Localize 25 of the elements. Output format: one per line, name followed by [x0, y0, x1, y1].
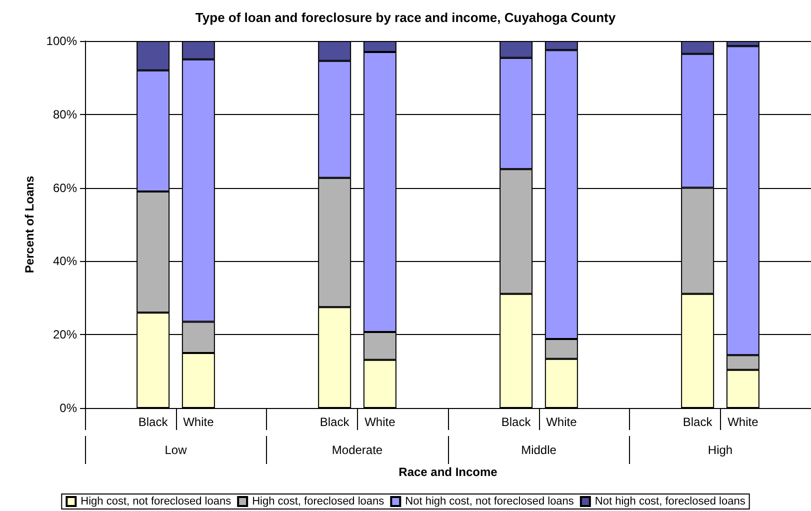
y-tick-label: 20%: [52, 328, 78, 342]
legend-label: High cost, not foreclosed loans: [80, 496, 232, 508]
y-tick-label: 40%: [52, 254, 78, 268]
legend-label: High cost, foreclosed loans: [252, 496, 385, 508]
chart-title: Type of loan and foreclosure by race and income, Cuyahoga County: [195, 10, 616, 25]
x-tick-label: Black: [320, 415, 350, 429]
y-tick-label: 60%: [52, 180, 78, 195]
x-tick-label: White: [183, 415, 214, 429]
legend-label: Not high cost, not foreclosed loans: [405, 496, 574, 508]
x-tick-label: White: [364, 415, 396, 429]
text: Low: [164, 443, 188, 457]
text: High: [708, 443, 733, 457]
x-tick-label: White: [546, 415, 578, 429]
legend-label: Not high cost, foreclosed loans: [594, 496, 746, 508]
x-tick-label: Black: [501, 415, 532, 429]
x-axis-title: Race and Income: [398, 465, 498, 479]
text: Moderate: [332, 443, 383, 457]
text: Middle: [521, 443, 557, 457]
x-tick-label: White: [728, 415, 759, 429]
x-tick-label: Black: [682, 415, 714, 429]
y-axis-title: Percent of Loans: [22, 176, 36, 274]
y-tick-label: 80%: [52, 107, 78, 122]
x-tick-label: Black: [138, 415, 169, 429]
y-tick-label: 100%: [46, 34, 78, 48]
y-tick-label: 0%: [60, 401, 78, 415]
